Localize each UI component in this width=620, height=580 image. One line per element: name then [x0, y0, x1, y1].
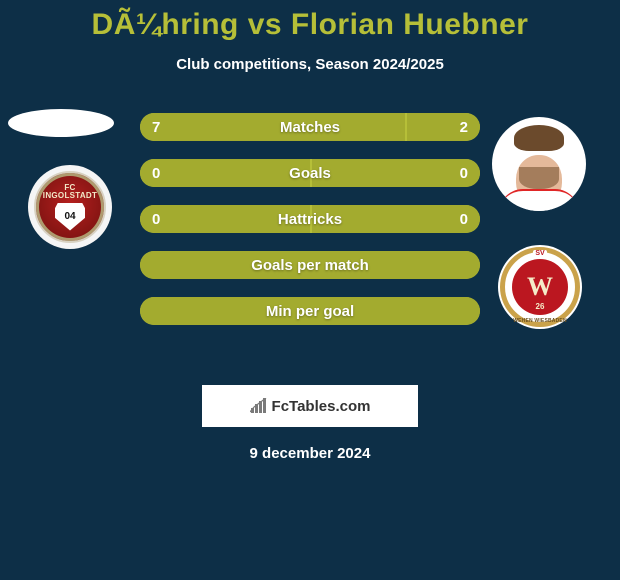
player2-club-badge: SV W 26 WEHEN WIESBADEN — [498, 245, 582, 329]
badge2-letters: W — [527, 274, 553, 300]
player2-avatar — [492, 117, 586, 211]
badge1-shield-number: 04 — [64, 211, 75, 222]
stat-bar-row: Goals per match — [140, 251, 480, 279]
badge2-top-label: SV — [533, 250, 546, 257]
player2-hair — [514, 125, 564, 151]
subtitle: Club competitions, Season 2024/2025 — [0, 56, 620, 73]
stat-bar-label: Goals per match — [140, 251, 480, 279]
stat-bar-row: Hattricks0 0 — [140, 205, 480, 233]
watermark: FcTables.com — [202, 385, 418, 427]
stat-bar-row: Matches7 2 — [140, 113, 480, 141]
watermark-text: FcTables.com — [272, 398, 371, 415]
stat-bar-row: Min per goal — [140, 297, 480, 325]
badge1-text-top: FC INGOLSTADT — [36, 184, 104, 200]
stat-bar-value-right: 0 — [460, 159, 468, 187]
page-title: DÃ¼hring vs Florian Huebner — [0, 0, 620, 42]
stat-bar-label: Hattricks — [140, 205, 480, 233]
player2-shirt — [499, 189, 579, 211]
stat-bar-row: Goals0 0 — [140, 159, 480, 187]
watermark-chart-icon — [250, 398, 268, 414]
badge2-number: 26 — [536, 302, 545, 311]
player2-beard — [519, 167, 559, 189]
date-text: 9 december 2024 — [0, 445, 620, 462]
stat-bar-label: Matches — [140, 113, 480, 141]
stat-bar-value-left: 0 — [152, 205, 160, 233]
stat-bar-value-right: 0 — [460, 205, 468, 233]
player1-club-badge: FC INGOLSTADT 04 — [28, 165, 112, 249]
stat-bars: Matches72Goals00Hattricks00Goals per mat… — [140, 113, 480, 343]
stat-bar-value-left: 7 — [152, 113, 160, 141]
stat-bar-value-right: 2 — [460, 113, 468, 141]
badge1-shield: 04 — [55, 203, 85, 231]
stat-bar-label: Min per goal — [140, 297, 480, 325]
badge2-bottom-text: WEHEN WIESBADEN — [513, 318, 567, 324]
stats-area: FC INGOLSTADT 04 SV W 26 WEHEN WIESBADEN… — [0, 113, 620, 373]
stat-bar-label: Goals — [140, 159, 480, 187]
player1-avatar-placeholder — [8, 109, 114, 137]
stat-bar-value-left: 0 — [152, 159, 160, 187]
